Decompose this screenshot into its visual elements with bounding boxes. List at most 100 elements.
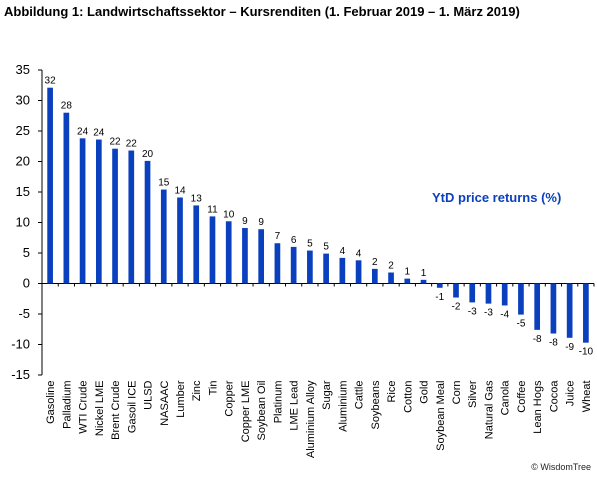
- bar: [485, 283, 492, 304]
- bar: [566, 283, 573, 338]
- category-label: Palladium: [61, 381, 73, 429]
- category-labels: Gasoline Palladium WTI Crude Nickel LME Bren…: [45, 380, 593, 459]
- bar: [112, 148, 118, 284]
- category-label: Coffee: [516, 381, 528, 413]
- bar: [95, 139, 102, 284]
- data-label: 1: [405, 267, 411, 278]
- category-label: Canola: [500, 380, 512, 416]
- category-label: Juice: [565, 381, 577, 407]
- data-label: 15: [158, 178, 170, 189]
- data-label: 2: [388, 261, 394, 272]
- data-label: 10: [223, 209, 235, 220]
- data-label: 14: [174, 185, 186, 196]
- bar: [355, 260, 362, 284]
- category-label: Copper LME: [240, 381, 252, 443]
- data-label: 9: [258, 217, 264, 228]
- bar: [79, 138, 86, 284]
- data-label: 9: [242, 216, 248, 227]
- category-label: Cattle: [354, 381, 366, 410]
- y-tick-label: 0: [23, 276, 30, 291]
- bar: [193, 205, 200, 284]
- category-label: Platinum: [272, 381, 284, 424]
- data-label: 7: [275, 231, 281, 242]
- data-label: -5: [516, 319, 525, 330]
- category-label: Soybeans: [370, 380, 382, 429]
- bar: [225, 221, 232, 284]
- category-label: Lumber: [175, 380, 187, 418]
- y-tick-label: 30: [16, 93, 30, 108]
- data-label: -1: [435, 292, 444, 303]
- bar: [453, 283, 459, 298]
- category-label: LME Lead: [289, 381, 301, 431]
- data-label: 20: [142, 149, 154, 160]
- bar: [420, 279, 427, 284]
- data-label: 28: [61, 101, 73, 112]
- y-tick-label: 20: [16, 154, 30, 169]
- bar: [307, 250, 313, 284]
- data-label: 5: [323, 242, 329, 253]
- category-label: WTI Crude: [78, 381, 90, 434]
- bar: [160, 189, 167, 284]
- data-label: 22: [126, 139, 138, 150]
- bar: [128, 150, 135, 284]
- data-label: -2: [452, 302, 461, 313]
- bar: [371, 268, 378, 284]
- bar: [583, 283, 589, 343]
- data-label: -3: [484, 308, 493, 319]
- category-label: Zinc: [191, 380, 203, 401]
- data-label: -3: [468, 306, 477, 317]
- y-tick-label: 15: [16, 184, 30, 199]
- bar: [290, 246, 297, 284]
- bar: [258, 229, 265, 284]
- category-label: Brent Crude: [110, 381, 122, 440]
- category-label: Aluminium Alloy: [305, 380, 317, 458]
- data-label: 24: [77, 126, 89, 137]
- category-label: Nickel LME: [94, 381, 106, 437]
- category-label: Silver: [467, 380, 479, 408]
- bar: [436, 283, 443, 288]
- bar: [47, 87, 53, 284]
- data-label: -8: [533, 334, 542, 345]
- y-tick-label: 35: [16, 62, 30, 77]
- category-label: Tin: [207, 381, 219, 396]
- category-label: Gold: [419, 381, 431, 404]
- data-label: 22: [109, 137, 121, 148]
- data-label: -8: [549, 338, 558, 349]
- y-tick-label: 25: [16, 123, 30, 138]
- bar: [518, 283, 524, 315]
- bar: [209, 216, 216, 284]
- chart-annotation: YtD price returns (%): [432, 190, 561, 205]
- bar: [501, 283, 508, 306]
- data-label: 2: [372, 257, 378, 268]
- category-label: Soybean Oil: [256, 381, 268, 441]
- category-label: Gasoil ICE: [126, 381, 138, 434]
- bar: [144, 160, 151, 284]
- category-label: Cotton: [402, 381, 414, 413]
- data-label: 1: [421, 268, 427, 279]
- data-label: 32: [45, 76, 57, 87]
- bar: [388, 272, 394, 284]
- y-tick-label: 10: [16, 215, 30, 230]
- y-tick-label: -5: [18, 306, 30, 321]
- bars: [47, 87, 589, 343]
- bar: [323, 253, 329, 284]
- data-label: 6: [291, 235, 297, 246]
- data-label: 13: [191, 193, 203, 204]
- bar: [177, 197, 183, 284]
- data-label: -10: [579, 347, 594, 358]
- category-label: Wheat: [581, 381, 593, 413]
- category-label: NASAAC: [159, 380, 171, 425]
- data-label: -4: [500, 309, 509, 320]
- category-label: Corn: [451, 381, 463, 405]
- y-tick-label: -10: [11, 337, 30, 352]
- category-label: Copper: [224, 380, 236, 416]
- category-label: ULSD: [143, 380, 155, 409]
- category-label: Rice: [386, 381, 398, 403]
- category-label: Soybean Meal: [435, 381, 447, 451]
- data-label: 5: [307, 239, 313, 250]
- bar: [274, 243, 281, 284]
- data-label: 4: [356, 248, 362, 259]
- y-tick-label: -15: [11, 367, 30, 382]
